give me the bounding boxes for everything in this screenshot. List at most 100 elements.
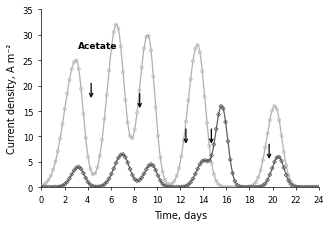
Point [69,68,74,72]
Point [249,184,254,188]
Point [92,185,98,189]
Point [235,185,240,189]
Point [99,184,105,188]
Point [256,176,261,180]
Point [55,185,61,189]
Point [195,167,200,171]
Point [174,174,179,178]
Point [76,165,81,169]
Point [213,179,219,183]
Point [204,160,210,163]
Point [314,185,319,189]
Point [305,185,310,189]
Point [48,185,53,189]
Point [207,159,212,163]
Point [118,45,123,49]
Point [298,185,303,189]
Point [120,71,126,75]
Point [41,183,46,187]
Y-axis label: Current density, A m⁻²: Current density, A m⁻² [7,44,17,154]
Point [186,183,191,187]
Point [220,107,226,111]
Point [193,48,198,52]
Point [169,185,175,189]
Point [302,185,307,189]
Point [242,185,247,189]
Point [188,181,193,184]
Point [146,35,151,39]
Point [174,185,179,189]
Point [114,24,119,27]
Point [158,179,163,183]
Point [139,67,144,70]
Point [262,146,268,150]
Point [62,183,68,186]
Point [165,185,170,189]
Point [272,105,277,108]
Point [314,185,319,189]
Point [200,160,205,163]
Point [144,168,149,171]
Point [151,164,156,168]
Point [225,140,231,143]
Point [281,150,287,154]
Point [272,160,277,164]
Point [213,128,219,131]
Point [200,70,205,74]
Point [260,184,265,188]
Point [249,185,254,189]
Point [276,119,282,122]
Point [218,185,223,188]
Point [188,78,193,81]
Point [309,185,314,189]
Point [281,166,287,170]
Point [258,169,263,172]
Point [62,108,68,111]
Point [43,181,49,185]
Point [216,113,221,117]
Point [232,185,238,189]
Point [50,168,56,172]
Point [269,109,275,113]
Point [90,173,95,176]
Point [267,119,272,123]
Point [106,177,112,181]
Point [295,185,301,189]
X-axis label: Time, days: Time, days [154,210,207,220]
Point [300,185,305,189]
Point [242,185,247,189]
Point [167,183,172,187]
Point [179,155,184,158]
Point [81,112,86,116]
Point [239,185,245,189]
Point [60,184,65,188]
Point [53,160,58,164]
Point [46,185,51,189]
Point [190,60,196,64]
Point [65,180,70,184]
Point [223,121,228,124]
Point [85,180,91,184]
Point [176,185,182,189]
Point [190,177,196,181]
Point [109,47,114,51]
Point [300,185,305,189]
Point [183,120,189,124]
Point [99,138,105,142]
Point [235,183,240,187]
Point [293,185,298,189]
Point [293,185,298,188]
Point [202,95,207,99]
Point [141,47,147,51]
Point [284,164,289,168]
Point [127,134,133,138]
Point [172,185,177,189]
Point [211,143,216,147]
Point [172,179,177,183]
Point [130,173,135,177]
Point [134,111,140,115]
Point [83,176,88,180]
Point [85,155,91,159]
Point [291,184,296,188]
Point [298,185,303,189]
